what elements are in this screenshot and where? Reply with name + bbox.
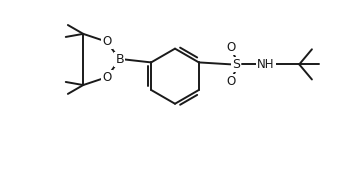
Text: O: O (102, 35, 111, 48)
Text: B: B (116, 53, 124, 66)
Text: O: O (227, 75, 236, 88)
Text: O: O (227, 41, 236, 54)
Text: NH: NH (257, 58, 274, 71)
Text: O: O (102, 71, 111, 84)
Text: S: S (232, 58, 240, 71)
